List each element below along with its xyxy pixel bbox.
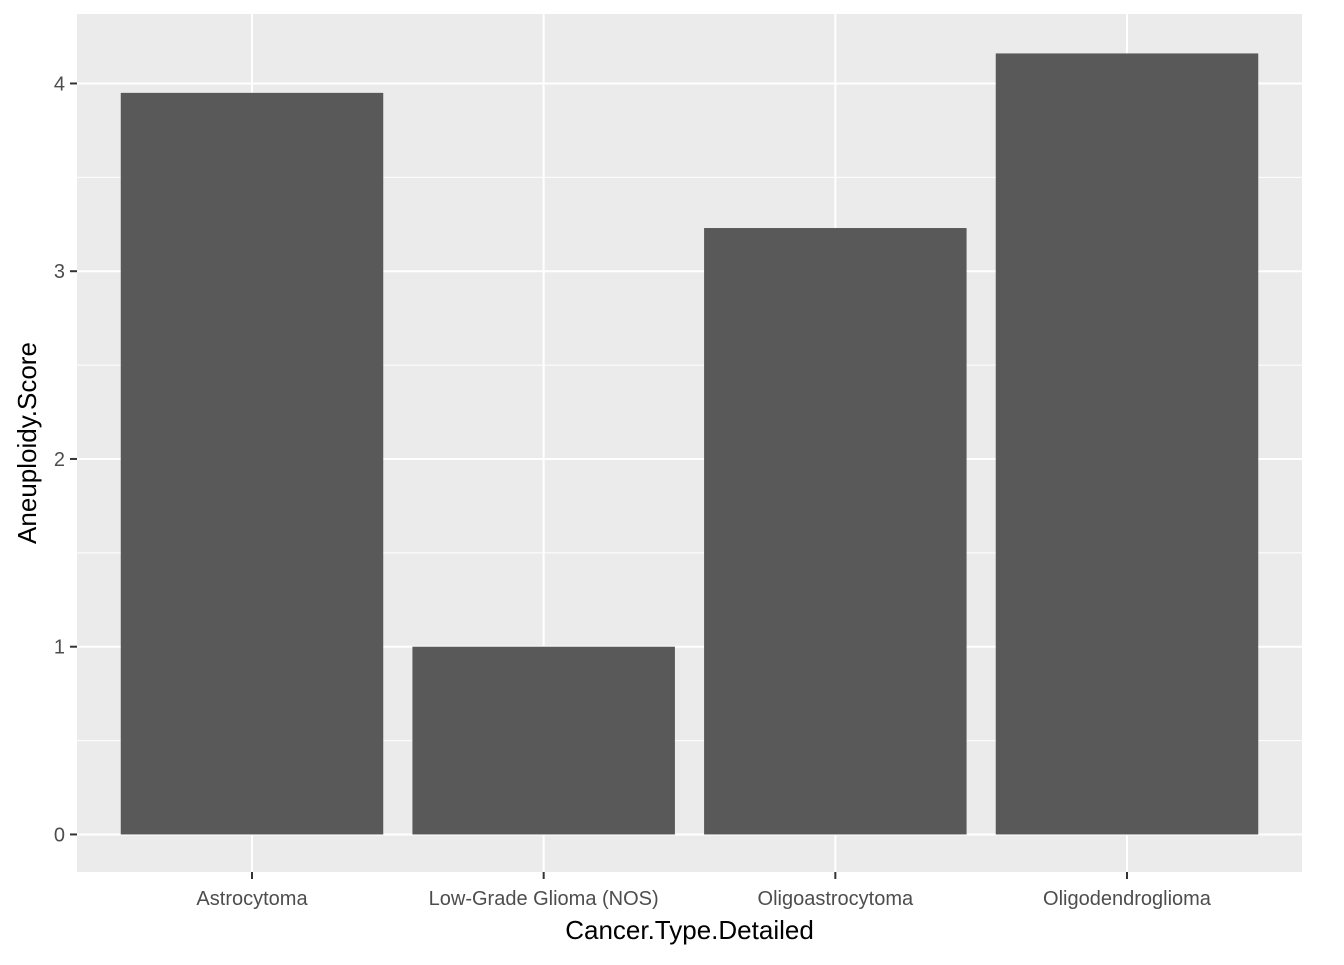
x-axis-title: Cancer.Type.Detailed [565,915,814,945]
x-tick-label: Oligodendroglioma [1043,888,1212,910]
bar [412,646,675,835]
y-tick-label: 2 [54,449,65,471]
y-tick-label: 0 [54,824,65,846]
y-tick-label: 1 [54,637,65,659]
y-tick-label: 4 [54,73,65,95]
y-tick-label: 3 [54,261,65,283]
bar [704,228,967,835]
x-axis: Astrocytoma Low-Grade Glioma (NOS) Oligoas… [196,872,1212,910]
x-tick-label: Low-Grade Glioma (NOS) [429,888,659,910]
bar [995,53,1259,835]
x-tick-label: Astrocytoma [196,888,308,910]
bar [120,92,384,835]
y-axis-title: Aneuploidy.Score [12,342,42,544]
y-axis: 0 1 2 3 4 [54,73,77,846]
bars [120,53,1259,835]
x-tick-label: Oligoastrocytoma [758,888,914,910]
